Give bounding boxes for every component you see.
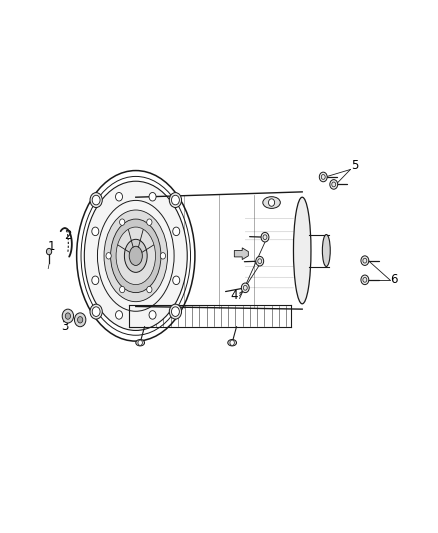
- Text: 6: 6: [390, 273, 398, 286]
- Text: 1: 1: [48, 240, 56, 253]
- Circle shape: [261, 232, 269, 242]
- Circle shape: [330, 180, 338, 189]
- Ellipse shape: [110, 219, 161, 293]
- Circle shape: [361, 275, 369, 285]
- Circle shape: [361, 256, 369, 265]
- Circle shape: [92, 276, 99, 285]
- Circle shape: [147, 219, 152, 225]
- Ellipse shape: [136, 340, 145, 346]
- Circle shape: [62, 309, 74, 323]
- Circle shape: [120, 219, 125, 225]
- Circle shape: [116, 311, 123, 319]
- Circle shape: [46, 248, 52, 255]
- Circle shape: [256, 256, 264, 266]
- Text: 2: 2: [64, 229, 72, 242]
- Circle shape: [268, 199, 275, 206]
- Circle shape: [138, 340, 142, 345]
- Ellipse shape: [90, 304, 102, 319]
- Circle shape: [160, 253, 166, 259]
- Ellipse shape: [124, 239, 147, 272]
- Ellipse shape: [170, 304, 182, 319]
- Circle shape: [78, 317, 83, 323]
- Polygon shape: [234, 248, 248, 260]
- Circle shape: [173, 276, 180, 285]
- Text: 5: 5: [351, 159, 358, 172]
- Circle shape: [241, 283, 249, 293]
- Circle shape: [92, 307, 100, 317]
- Circle shape: [116, 192, 123, 201]
- Circle shape: [92, 227, 99, 236]
- Circle shape: [106, 253, 111, 259]
- Circle shape: [172, 307, 180, 317]
- Ellipse shape: [170, 192, 182, 207]
- Ellipse shape: [263, 197, 280, 208]
- Text: 3: 3: [61, 320, 68, 333]
- Circle shape: [65, 313, 71, 319]
- Ellipse shape: [90, 192, 102, 207]
- Circle shape: [92, 195, 100, 205]
- Circle shape: [230, 340, 234, 345]
- Ellipse shape: [129, 246, 142, 265]
- Ellipse shape: [293, 197, 311, 304]
- Ellipse shape: [116, 227, 155, 285]
- Circle shape: [149, 192, 156, 201]
- Circle shape: [120, 286, 125, 293]
- Ellipse shape: [322, 235, 330, 266]
- Ellipse shape: [228, 340, 237, 346]
- Ellipse shape: [84, 181, 187, 330]
- Circle shape: [74, 313, 86, 327]
- Circle shape: [149, 311, 156, 319]
- Circle shape: [172, 195, 180, 205]
- Ellipse shape: [104, 210, 167, 302]
- Text: 4: 4: [230, 289, 238, 302]
- Circle shape: [173, 227, 180, 236]
- Circle shape: [147, 286, 152, 293]
- Circle shape: [319, 172, 327, 182]
